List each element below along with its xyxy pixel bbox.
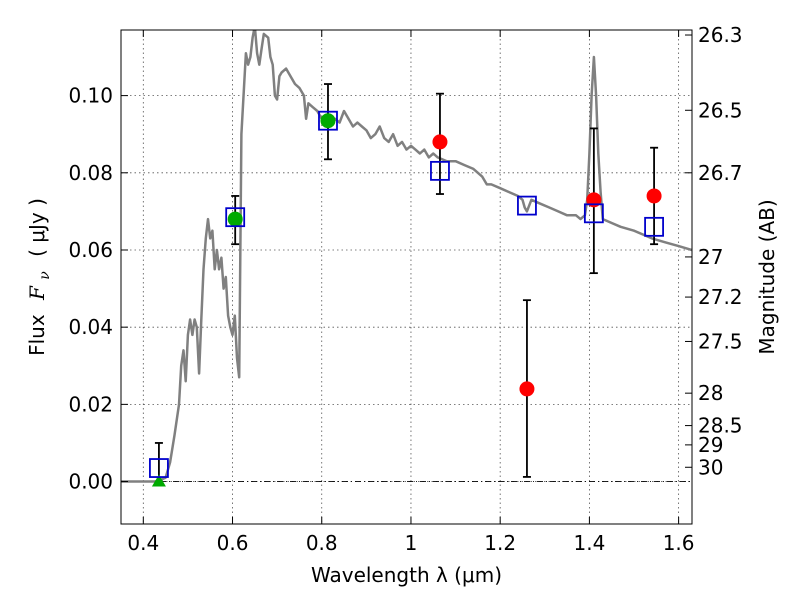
x-tick-label: 1.6: [663, 531, 695, 555]
y2-tick-label: 27: [698, 245, 723, 269]
y2-tick-label: 28.5: [698, 414, 743, 438]
axis-ticks: 0.4 0.6 0.8 1 1.2 1.4 1.6 0.00 0.02 0.04 0.06 0.08 0…: [68, 23, 742, 555]
y-axis-label-unit: ( μJy ): [25, 198, 49, 257]
y2-tick-label: 26.5: [698, 98, 743, 122]
y2-tick-label: 27.5: [698, 329, 743, 353]
y-axis-label: Flux F ν ( μJy ): [25, 198, 54, 356]
y-tick-label: 0.06: [68, 238, 113, 262]
x-tick-label: 0.6: [217, 531, 249, 555]
observed-point: [519, 381, 535, 397]
y-axis-label-subscript: ν: [37, 271, 53, 280]
y-tick-label: 0.10: [68, 84, 113, 108]
x-tick-label: 0.4: [127, 531, 159, 555]
data-markers: [149, 110, 664, 487]
model-photometry-point: [517, 195, 537, 216]
model-photometry-point: [430, 160, 450, 181]
model-photometry-point: [149, 458, 169, 478]
model-photometry-point: [644, 216, 664, 237]
y-tick-label: 0.02: [68, 392, 113, 416]
x-tick-label: 1.4: [573, 531, 605, 555]
y-tick-label: 0.00: [68, 470, 113, 494]
model-sed-line: [121, 30, 692, 483]
y2-tick-label: 29: [698, 433, 723, 457]
grid-lines: [121, 30, 692, 524]
y2-tick-label: 27.2: [698, 285, 743, 309]
x-tick-label: 0.8: [306, 531, 338, 555]
y2-tick-label: 26.3: [698, 23, 743, 47]
model-photometry-point: [583, 203, 604, 224]
x-tick-label: 1.2: [484, 531, 516, 555]
y-tick-label: 0.08: [68, 161, 113, 185]
x-axis-label: Wavelength λ (μm): [311, 563, 502, 587]
model-photometry-point: [225, 207, 246, 228]
detection-point: [320, 113, 336, 129]
y-axis-label-prefix: Flux: [25, 314, 49, 356]
y-axis-label-symbol: F: [25, 285, 49, 301]
y2-tick-label: 30: [698, 455, 723, 479]
detection-point: [227, 211, 243, 227]
observed-point: [432, 134, 448, 150]
error-bars: [154, 83, 659, 483]
x-tick-label: 1: [405, 531, 418, 555]
y2-axis-label: Magnitude (AB): [755, 199, 779, 354]
model-photometry-point: [318, 110, 338, 131]
y2-tick-label: 28: [698, 381, 723, 405]
y2-tick-label: 26.7: [698, 161, 743, 185]
upper-limit-marker: [151, 474, 166, 487]
plot-frame: [120, 29, 693, 525]
observed-point: [646, 188, 662, 204]
y-tick-label: 0.04: [68, 315, 113, 339]
model-sed-curve: [121, 30, 692, 483]
